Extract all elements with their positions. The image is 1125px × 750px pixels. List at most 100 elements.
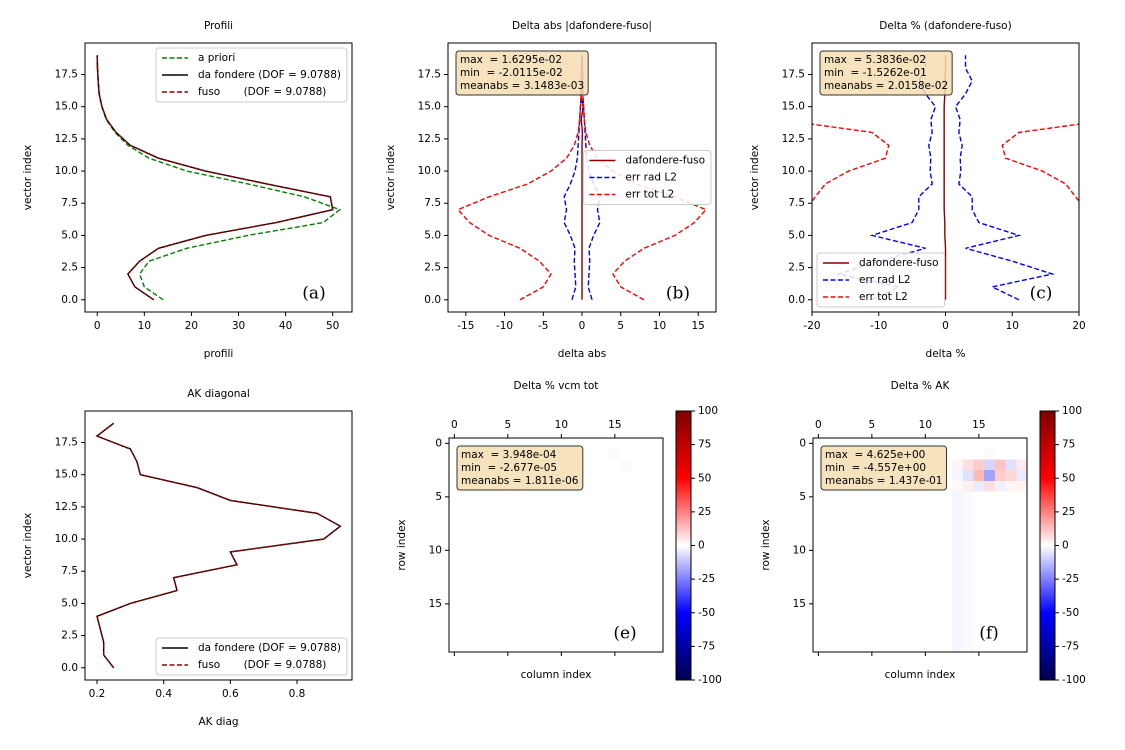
y-tick-label: 5.0 [61, 597, 78, 609]
heatmap-cell [1016, 545, 1028, 556]
heatmap-cell [630, 641, 642, 653]
heatmap-cell [523, 619, 535, 631]
heatmap-cell [994, 555, 1006, 567]
panel-title: Delta % vcm tot [514, 380, 599, 392]
heatmap-cell [994, 491, 1006, 503]
info-text: meanabs = 1.437e-01 [825, 475, 943, 487]
heatmap-cell [1016, 534, 1028, 546]
heatmap-cell [556, 555, 567, 567]
heatmap-cell [449, 491, 460, 503]
heatmap-cell [545, 566, 557, 578]
heatmap-cell [513, 512, 525, 524]
heatmap-cell [984, 491, 996, 503]
heatmap-cell [481, 502, 493, 514]
heatmap-cell [523, 491, 535, 503]
heatmap-cell [588, 470, 600, 482]
heatmap-cell [481, 619, 493, 631]
x-tick-label: 0.6 [222, 688, 239, 700]
heatmap-cell [813, 480, 824, 492]
heatmap-cell [930, 641, 942, 653]
heatmap-cell [449, 577, 460, 589]
heatmap-cell [502, 523, 514, 535]
heatmap-cell [941, 545, 953, 556]
heatmap-cell [523, 502, 535, 514]
heatmap-cell [470, 609, 482, 621]
heatmap-cell [620, 534, 632, 546]
heatmap-cell [566, 598, 578, 610]
legend-label: err tot L2 [625, 189, 674, 201]
heatmap-cell [577, 534, 589, 546]
y-tick-label: 15 [429, 598, 442, 610]
heatmap-cell [513, 609, 525, 621]
heatmap-cell [609, 641, 621, 653]
heatmap-cell [641, 566, 653, 578]
heatmap-cell [1016, 512, 1028, 524]
heatmap-cell [641, 598, 653, 610]
heatmap-cell [941, 555, 953, 567]
heatmap-cell [609, 587, 621, 599]
heatmap-cell [845, 534, 857, 546]
axes-frame [812, 437, 1028, 653]
heatmap-cell [855, 512, 867, 524]
heatmap-cell [577, 598, 589, 610]
heatmap-cell [877, 587, 889, 599]
heatmap-cell [449, 470, 460, 482]
heatmap-cell [620, 566, 632, 578]
x-axis-label: column index [885, 669, 956, 681]
heatmap-cell [534, 502, 546, 514]
heatmap-cell [566, 619, 578, 631]
heatmap-cell [566, 491, 578, 503]
plot-area [812, 55, 1079, 301]
colorbar-tick-label: -100 [1062, 674, 1086, 686]
heatmap-cell [930, 512, 942, 524]
heatmap-cell [973, 502, 985, 514]
heatmap-cell [973, 555, 985, 567]
heatmap-cell [556, 523, 567, 535]
heatmap-cell [866, 438, 878, 449]
heatmap-cell [920, 512, 931, 524]
heatmap-cell [459, 566, 471, 578]
heatmap-cell [513, 630, 525, 642]
heatmap-cell [556, 587, 567, 599]
heatmap-cell [449, 512, 460, 524]
panel-label: (a) [302, 284, 325, 304]
heatmap-cell [449, 598, 460, 610]
axes-frame [84, 410, 353, 681]
heatmap-cell [877, 523, 889, 535]
heatmap-cell [813, 555, 824, 567]
heatmap-cell [823, 512, 835, 524]
series-line [96, 55, 334, 301]
heatmap-cell [449, 630, 460, 642]
heatmap-cell [566, 609, 578, 621]
heatmap-cell [513, 577, 525, 589]
heatmap-cell [470, 587, 482, 599]
heatmap-cell [588, 619, 600, 631]
heatmap-cell [994, 523, 1006, 535]
series-line [563, 55, 583, 300]
info-box-frame [456, 445, 584, 491]
heatmap-cell [534, 491, 546, 503]
heatmap-cell [834, 512, 846, 524]
heatmap-cell [834, 619, 846, 631]
heatmap-cell [523, 630, 535, 642]
heatmap-cell [834, 523, 846, 535]
heatmap-cell [866, 512, 878, 524]
x-tick-label: 50 [326, 320, 339, 332]
legend-label: da fondere (DOF = 9.0788) [198, 642, 341, 654]
legend: da fondere (DOF = 9.0788) fuso (DOF = 9.0… [155, 637, 348, 676]
heatmap-cell [534, 512, 546, 524]
heatmap-cell [930, 491, 942, 503]
heatmap-cell [973, 438, 985, 449]
heatmap-cell [898, 619, 910, 631]
heatmap-cell [523, 523, 535, 535]
x-tick-label: 0 [942, 320, 949, 332]
heatmap-cell [630, 470, 642, 482]
heatmap-cell [609, 512, 621, 524]
series-line [1001, 123, 1079, 203]
heatmap-cell [1005, 480, 1017, 492]
heatmap-cell [887, 577, 899, 589]
heatmap-cell [588, 480, 600, 492]
heatmap-cell [513, 598, 525, 610]
heatmap-cell [641, 480, 653, 492]
